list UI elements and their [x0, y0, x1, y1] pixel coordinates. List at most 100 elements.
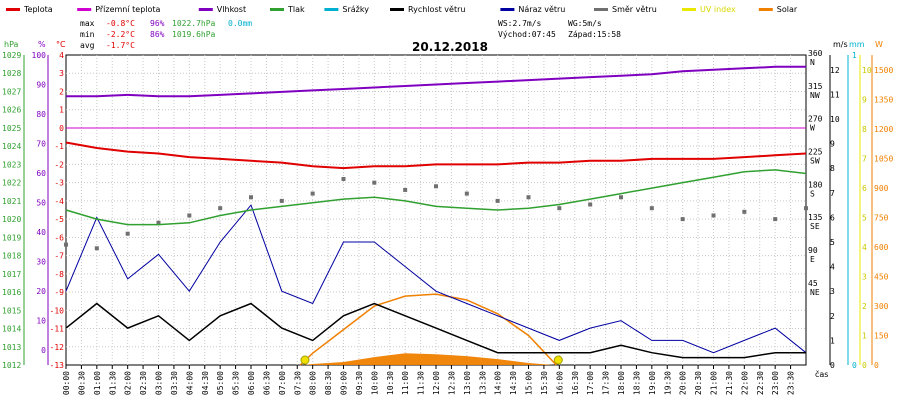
uv-tick: 0	[862, 361, 867, 370]
stat-wg: WG:5m/s	[568, 19, 602, 28]
legend: Teplota Přízemní teplota Vlhkost Tlak Srážky…	[6, 5, 798, 14]
x-tick-label: 13:00	[463, 371, 472, 395]
wind-dir-point	[588, 202, 593, 207]
temp-tick: -7	[54, 252, 64, 261]
legend-swatch-9	[758, 8, 773, 11]
x-tick-label: 00:00	[62, 371, 71, 395]
ms-tick: 2	[830, 312, 835, 321]
hpa-unit: hPa	[4, 40, 19, 49]
wind-dir-point	[773, 217, 778, 222]
ms-tick: 7	[830, 189, 835, 198]
x-tick-label: 13:30	[478, 371, 487, 395]
temp-tick: 2	[59, 87, 64, 96]
wind-dir-point	[619, 195, 623, 200]
mm-tick: 1	[852, 51, 857, 60]
x-tick-label: 03:30	[170, 371, 179, 395]
pct-tick: 70	[36, 140, 46, 149]
w-tick: 900	[874, 184, 889, 193]
wind-dir-point	[218, 206, 223, 211]
ms-tick: 3	[830, 287, 835, 296]
dir-tick: 90	[808, 246, 818, 255]
pct-tick: 80	[36, 110, 46, 119]
x-tick-label: 14:30	[509, 371, 518, 395]
ms-tick: 11	[830, 90, 840, 99]
pressure-line	[65, 169, 807, 226]
x-tick-label: 09:30	[355, 371, 364, 395]
dir-label: N	[810, 58, 815, 67]
w-tick: 1500	[874, 66, 893, 75]
hpa-tick: 1017	[2, 270, 21, 279]
dir-tick: 225	[808, 147, 823, 156]
x-tick-label: 05:30	[232, 371, 241, 395]
hpa-tick: 1023	[2, 160, 21, 169]
temp-tick: -1	[54, 142, 64, 151]
legend-swatch-1	[77, 8, 92, 11]
x-tick-label: 04:00	[185, 371, 194, 395]
dir-label: NW	[810, 91, 820, 100]
hpa-tick: 1020	[2, 215, 21, 224]
x-tick-label: 01:30	[108, 371, 117, 395]
w-tick: 300	[874, 302, 889, 311]
legend-label-5: Rychlost větru	[408, 5, 465, 14]
temp-tick: 3	[59, 69, 64, 78]
wind-dir-point	[279, 198, 284, 203]
uv-tick: 3	[862, 272, 867, 281]
x-tick-label: 12:00	[432, 371, 441, 395]
x-tick-label: 21:30	[725, 371, 734, 395]
wind-dir-point	[156, 220, 161, 225]
x-tick-label: 02:00	[124, 371, 133, 395]
legend-label-9: Solar	[777, 5, 798, 14]
temp-tick: -3	[54, 179, 64, 188]
stat-min-temp: -2.2°C	[106, 30, 135, 39]
stat-ws: WS:2.7m/s	[498, 19, 542, 28]
x-tick-label: 11:30	[417, 371, 426, 395]
x-tick-label: 00:30	[77, 371, 86, 395]
wind-dir-point	[804, 206, 808, 211]
ms-tick: 0	[830, 361, 835, 370]
temp-tick: -13	[50, 361, 65, 370]
pct-tick: 90	[36, 81, 46, 90]
humidity-line	[66, 65, 806, 98]
stat-max-rain: 0.0mm	[228, 19, 252, 28]
legend-label-0: Teplota	[23, 5, 53, 14]
legend-label-4: Srážky	[342, 5, 369, 14]
dir-label: S	[810, 189, 815, 198]
uv-tick: 9	[862, 95, 867, 104]
temp-tick: -4	[54, 197, 64, 206]
x-tick-label: 09:00	[340, 371, 349, 395]
stat-max-press: 1022.7hPa	[172, 19, 216, 28]
dir-label: E	[810, 255, 815, 264]
ms-tick: 10	[830, 115, 840, 124]
pct-tick: 50	[36, 199, 46, 208]
stat-min-label: min	[80, 30, 95, 39]
mm-tick: 0	[852, 361, 857, 370]
x-tick-label: 21:00	[710, 371, 719, 395]
x-axis-label: čas	[815, 369, 828, 379]
pct-tick: 60	[36, 169, 46, 178]
x-tick-label: 06:30	[262, 371, 271, 395]
hpa-tick: 1012	[2, 361, 21, 370]
x-tick-label: 10:00	[370, 371, 379, 395]
x-tick-label: 02:30	[139, 371, 148, 395]
wind-speed-line	[65, 302, 806, 359]
legend-swatch-7	[594, 8, 608, 11]
legend-label-6: Náraz větru	[518, 5, 565, 14]
hpa-tick: 1028	[2, 69, 21, 78]
pct-tick: 40	[36, 228, 46, 237]
legend-swatch-5	[390, 8, 404, 11]
hpa-tick: 1019	[2, 233, 21, 242]
wind-gust-line	[65, 204, 807, 354]
w-tick: 150	[874, 331, 889, 340]
plot-area	[64, 65, 808, 366]
x-tick-label: 19:00	[648, 371, 657, 395]
uv-tick: 6	[862, 184, 867, 193]
hpa-tick: 1013	[2, 343, 21, 352]
dir-label: SW	[810, 156, 820, 165]
ms-tick: 5	[830, 238, 835, 247]
dir-tick: 270	[808, 115, 823, 124]
pct-tick: 30	[36, 258, 46, 267]
stat-sunset: Západ:15:58	[568, 30, 621, 39]
dir-label: SE	[810, 222, 820, 231]
